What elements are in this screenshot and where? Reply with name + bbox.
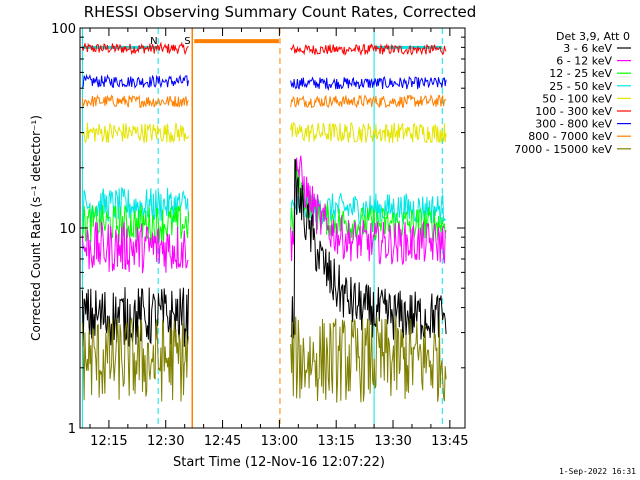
marker-label: N <box>150 36 157 47</box>
x-tick-label: 13:00 <box>261 434 298 449</box>
legend-label: 7000 - 15000 keV <box>514 143 612 156</box>
series-line <box>81 122 189 144</box>
timestamp: 1-Sep-2022 16:31 <box>559 467 636 476</box>
series-line <box>81 73 189 89</box>
x-tick-label: 12:45 <box>204 434 241 449</box>
legend-label: 25 - 50 keV <box>549 80 612 93</box>
legend-label: 12 - 25 keV <box>549 67 612 80</box>
chart-title: RHESSI Observing Summary Count Rates, Co… <box>84 3 477 21</box>
y-axis: 1 10 100 <box>51 22 465 437</box>
legend-label: 50 - 100 keV <box>542 92 612 105</box>
series-line <box>290 94 447 109</box>
series-line <box>290 43 447 57</box>
x-tick-label: 12:30 <box>147 434 184 449</box>
x-tick-label: 13:15 <box>317 434 354 449</box>
series-line <box>290 155 447 265</box>
legend-label: 300 - 800 keV <box>535 118 612 131</box>
series-line <box>81 204 189 243</box>
x-axis-label: Start Time (12-Nov-16 12:07:22) <box>173 455 385 470</box>
series-line <box>81 287 189 347</box>
legend-label: 800 - 7000 keV <box>528 130 612 143</box>
y-tick-label: 10 <box>59 222 76 237</box>
series-line <box>290 316 447 403</box>
legend-label: 3 - 6 keV <box>563 42 612 55</box>
series-line <box>81 221 189 274</box>
x-axis: 12:15 12:30 12:45 13:00 13:15 13:30 13:45 <box>89 28 469 449</box>
x-tick-label: 12:15 <box>90 434 127 449</box>
series-line <box>81 94 189 109</box>
legend-label: 6 - 12 keV <box>556 55 612 68</box>
y-tick-label: 1 <box>68 422 76 437</box>
marker-label: S <box>184 36 190 47</box>
x-tick-label: 13:30 <box>374 434 411 449</box>
series-line <box>290 75 447 91</box>
series-line <box>290 121 447 144</box>
series-line <box>81 316 189 402</box>
legend-title: Det 3,9, Att 0 <box>556 30 630 43</box>
series-line <box>81 41 189 56</box>
legend-label: 100 - 300 keV <box>535 105 612 118</box>
series-line <box>290 158 447 340</box>
x-tick-label: 13:45 <box>431 434 468 449</box>
y-axis-label: Corrected Count Rate (s⁻¹ detector⁻¹) <box>29 115 43 341</box>
y-tick-label: 100 <box>51 22 76 37</box>
